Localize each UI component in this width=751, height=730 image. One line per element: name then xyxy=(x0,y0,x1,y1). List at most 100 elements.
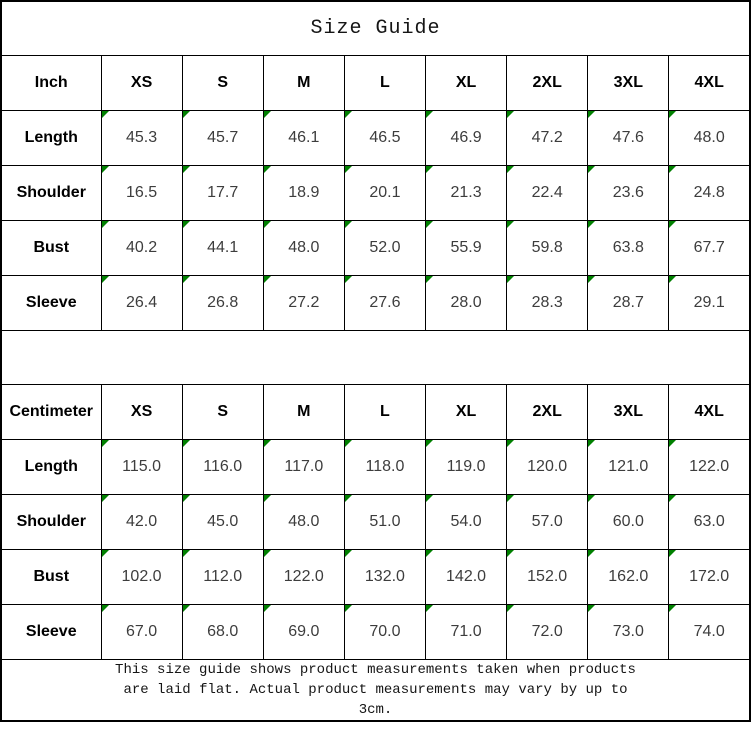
measurement-cell: 21.3 xyxy=(424,164,508,221)
measurement-value: 60.0 xyxy=(612,512,644,530)
measurement-value: 48.0 xyxy=(693,128,725,146)
comment-marker-icon xyxy=(426,549,433,557)
comment-marker-icon xyxy=(182,220,190,228)
measurement-cell: 142.0 xyxy=(424,548,508,605)
comment-marker-icon xyxy=(263,549,271,557)
comment-marker-icon xyxy=(101,604,109,612)
measurement-value: 45.0 xyxy=(207,512,239,530)
unit-header-inch: Inch xyxy=(0,54,102,111)
comment-marker-icon xyxy=(101,220,109,228)
measurement-cell: 42.0 xyxy=(100,493,183,550)
measurement-cell: 28.3 xyxy=(506,274,589,331)
measurement-cell: 63.8 xyxy=(587,219,670,276)
comment-marker-icon xyxy=(182,604,190,612)
measurement-value: 42.0 xyxy=(125,512,158,530)
comment-marker-icon xyxy=(344,110,352,118)
row-label-sleeve: Sleeve xyxy=(0,603,102,660)
measurement-cell: 51.0 xyxy=(343,493,427,550)
comment-marker-icon xyxy=(263,604,271,612)
measurement-cell: 18.9 xyxy=(262,164,345,221)
measurement-value: 26.8 xyxy=(207,293,239,311)
comment-marker-icon xyxy=(507,494,515,502)
measurement-value: 47.6 xyxy=(612,128,644,146)
comment-marker-icon xyxy=(101,110,109,118)
measurement-cell: 16.5 xyxy=(100,164,183,221)
measurement-cell: 132.0 xyxy=(343,548,427,605)
measurement-value: 57.0 xyxy=(531,512,563,530)
comment-marker-icon xyxy=(182,110,190,118)
cm-length-row: Length 115.0 116.0 117.0 118.0 119.0 120… xyxy=(0,438,751,495)
row-label-shoulder: Shoulder xyxy=(0,164,102,221)
comment-marker-icon xyxy=(588,110,596,118)
comment-marker-icon xyxy=(669,549,677,557)
measurement-cell: 172.0 xyxy=(668,548,751,605)
measurement-value: 119.0 xyxy=(446,457,486,475)
comment-marker-icon xyxy=(669,110,677,118)
inch-bust-row: Bust 40.2 44.1 48.0 52.0 55.9 59.8 63.8 … xyxy=(0,219,751,276)
measurement-cell: 68.0 xyxy=(181,603,264,660)
size-header-l: L xyxy=(343,54,427,111)
comment-marker-icon xyxy=(344,439,352,447)
measurement-cell: 120.0 xyxy=(506,438,589,495)
comment-marker-icon xyxy=(426,275,433,283)
measurement-value: 121.0 xyxy=(608,457,649,475)
measurement-cell: 59.8 xyxy=(506,219,589,276)
measurement-value: 28.3 xyxy=(531,293,563,311)
measurement-cell: 48.0 xyxy=(668,109,751,166)
comment-marker-icon xyxy=(669,494,677,502)
measurement-cell: 162.0 xyxy=(587,548,670,605)
row-label-bust: Bust xyxy=(0,219,102,276)
comment-marker-icon xyxy=(344,220,352,228)
measurement-value: 47.2 xyxy=(531,128,563,146)
measurement-cell: 46.5 xyxy=(343,109,427,166)
measurement-value: 69.0 xyxy=(288,622,320,640)
comment-marker-icon xyxy=(426,494,433,502)
measurement-cell: 47.2 xyxy=(506,109,589,166)
measurement-value: 63.8 xyxy=(612,238,644,256)
measurement-cell: 28.7 xyxy=(587,274,670,331)
measurement-value: 63.0 xyxy=(693,512,725,530)
inch-length-row: Length 45.3 45.7 46.1 46.5 46.9 47.2 47.… xyxy=(0,109,751,166)
size-header-l: L xyxy=(343,383,427,440)
measurement-cell: 54.0 xyxy=(424,493,508,550)
measurement-value: 27.2 xyxy=(288,293,320,311)
comment-marker-icon xyxy=(588,549,596,557)
comment-marker-icon xyxy=(507,165,515,173)
comment-marker-icon xyxy=(588,494,596,502)
measurement-value: 40.2 xyxy=(125,238,158,256)
comment-marker-icon xyxy=(344,549,352,557)
measurement-value: 120.0 xyxy=(527,457,568,475)
measurement-cell: 22.4 xyxy=(506,164,589,221)
measurement-cell: 55.9 xyxy=(424,219,508,276)
measurement-cell: 60.0 xyxy=(587,493,670,550)
measurement-cell: 67.7 xyxy=(668,219,751,276)
measurement-value: 117.0 xyxy=(284,457,324,475)
measurement-value: 52.0 xyxy=(369,238,401,256)
comment-marker-icon xyxy=(507,549,515,557)
measurement-value: 46.1 xyxy=(288,128,320,146)
size-header-s: S xyxy=(181,383,264,440)
footer-row: This size guide shows product measuremen… xyxy=(0,658,751,722)
size-header-xl: XL xyxy=(424,54,508,111)
comment-marker-icon xyxy=(263,439,271,447)
comment-marker-icon xyxy=(101,439,109,447)
measurement-value: 72.0 xyxy=(531,622,563,640)
measurement-cell: 67.0 xyxy=(100,603,183,660)
comment-marker-icon xyxy=(344,494,352,502)
size-header-xs: XS xyxy=(100,54,183,111)
measurement-value: 70.0 xyxy=(369,622,401,640)
comment-marker-icon xyxy=(588,439,596,447)
measurement-value: 122.0 xyxy=(283,567,324,585)
comment-marker-icon xyxy=(101,549,109,557)
measurement-value: 46.9 xyxy=(450,128,482,146)
comment-marker-icon xyxy=(426,439,433,447)
unit-header-centimeter: Centimeter xyxy=(0,383,102,440)
measurement-value: 48.0 xyxy=(288,512,320,530)
comment-marker-icon xyxy=(182,549,190,557)
measurement-cell: 27.6 xyxy=(343,274,427,331)
size-header-m: M xyxy=(262,383,345,440)
size-header-3xl: 3XL xyxy=(587,54,670,111)
measurement-cell: 102.0 xyxy=(100,548,183,605)
inch-shoulder-row: Shoulder 16.5 17.7 18.9 20.1 21.3 22.4 2… xyxy=(0,164,751,221)
